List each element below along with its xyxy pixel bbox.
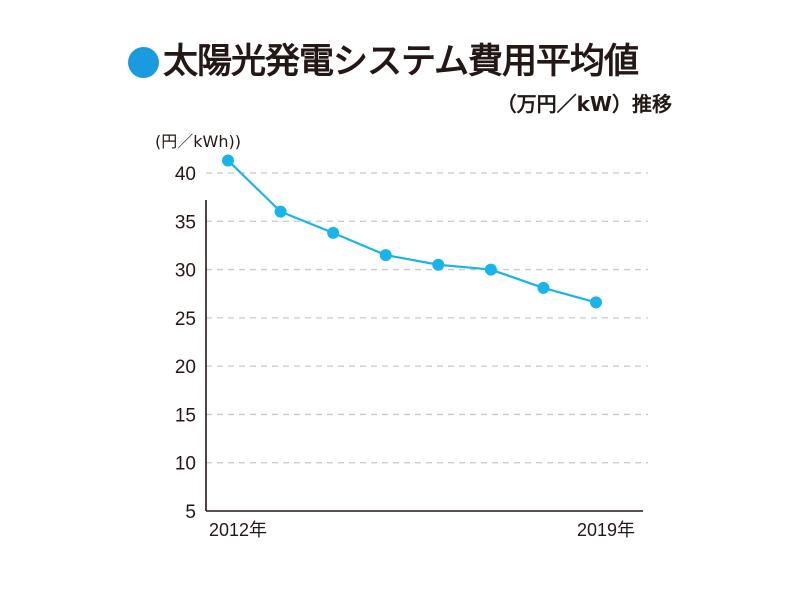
- data-point: [484, 263, 497, 276]
- y-tick-label: 10: [175, 454, 196, 475]
- series-line: [227, 159, 597, 304]
- data-point: [590, 296, 602, 309]
- y-tick-label: 5: [185, 502, 196, 523]
- chart-title-row: 太陽光発電システム費用平均値: [128, 38, 639, 86]
- y-tick-labels: 5 10 15 20 25 30 35 40: [175, 164, 196, 523]
- axes: [205, 200, 643, 512]
- x-tick-label: 2019年: [577, 520, 635, 540]
- series-polyline: [227, 159, 597, 304]
- y-tick-label: 15: [175, 405, 196, 426]
- data-point: [379, 249, 392, 262]
- y-tick-label: 35: [175, 212, 196, 233]
- data-point: [274, 205, 287, 218]
- data-point: [327, 226, 340, 239]
- y-tick-label: 25: [175, 309, 196, 330]
- y-axis-unit-label: (円／kWh)): [155, 132, 241, 151]
- data-points: [222, 154, 602, 309]
- grid-lines: [206, 172, 648, 464]
- x-tick-label: 2012年: [209, 520, 267, 540]
- data-point: [432, 258, 445, 271]
- y-tick-label: 40: [175, 164, 196, 185]
- chart-title: 太陽光発電システム費用平均値: [163, 42, 639, 82]
- y-tick-label: 30: [175, 261, 196, 282]
- y-tick-label: 20: [175, 357, 196, 378]
- chart-subtitle: （万円／kW）推移: [496, 92, 672, 116]
- data-point: [222, 154, 234, 167]
- bullet-circle-icon: [128, 46, 159, 78]
- data-point: [537, 281, 550, 294]
- x-tick-labels: 2012年 2019年: [209, 520, 635, 540]
